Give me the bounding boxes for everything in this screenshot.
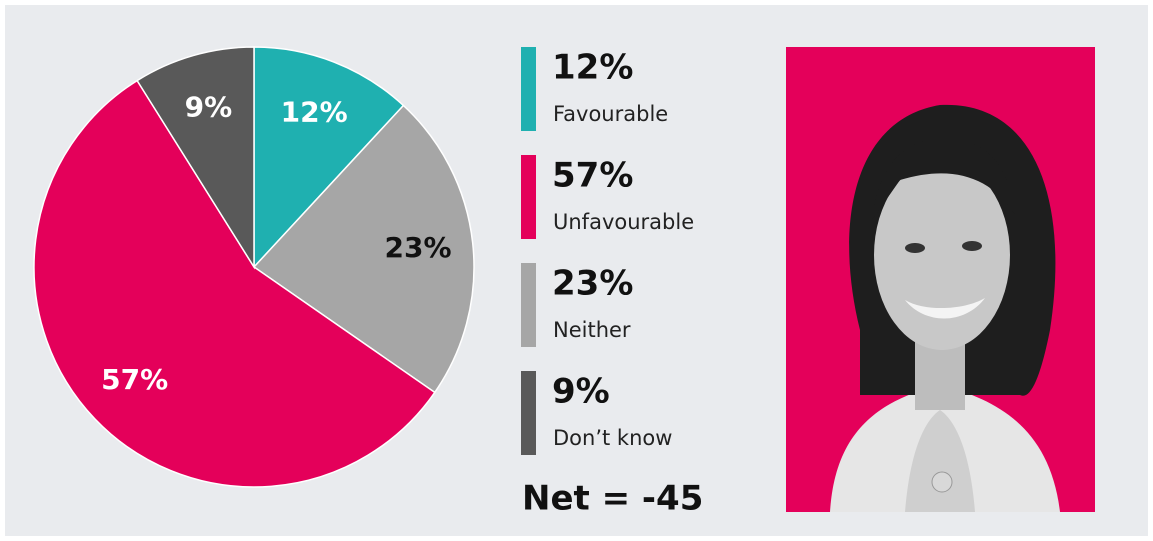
net-score: Net = -45 xyxy=(522,479,703,519)
legend-value: 23% xyxy=(552,264,633,304)
slice-label: 9% xyxy=(185,90,233,123)
legend-swatch xyxy=(521,263,536,347)
photo xyxy=(786,47,1095,512)
legend-label: Unfavourable xyxy=(553,210,694,234)
legend-swatch xyxy=(521,371,536,455)
legend-label: Favourable xyxy=(553,102,668,126)
slice-label: 23% xyxy=(385,231,452,264)
legend-label: Don’t know xyxy=(553,426,672,450)
chart: Net = -45 12% 23% 57% 9% 12% Favourable 57% Unf… xyxy=(0,0,1153,541)
legend-label: Neither xyxy=(553,318,631,342)
slice-label: 57% xyxy=(101,363,168,396)
legend-swatch xyxy=(521,47,536,131)
legend-value: 9% xyxy=(552,372,610,412)
slice-label: 12% xyxy=(281,95,348,128)
page: Net = -45 12% 23% 57% 9% 12% Favourable 57% Unf… xyxy=(0,0,1153,541)
legend-swatch xyxy=(521,155,536,239)
legend-value: 12% xyxy=(552,48,633,88)
legend-value: 57% xyxy=(552,156,633,196)
